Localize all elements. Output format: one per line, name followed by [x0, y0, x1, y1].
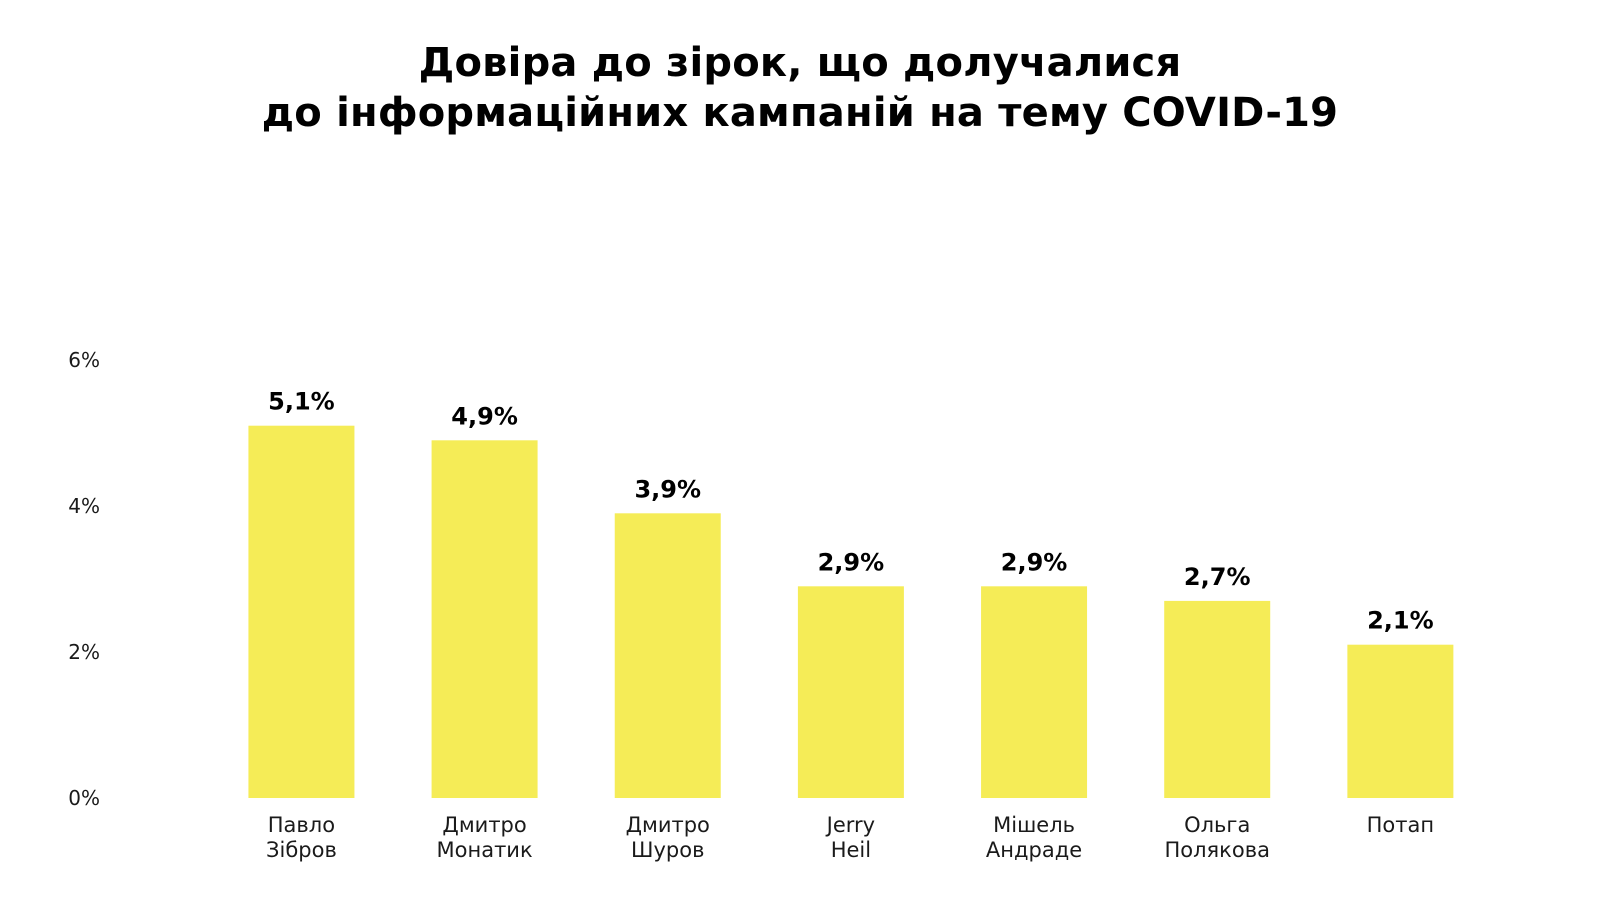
y-axis: 0% 2% 4% 6%: [68, 348, 100, 810]
bar-value-label: 2,7%: [1184, 563, 1251, 591]
value-labels-group: 5,1% 4,9% 3,9% 2,9% 2,9% 2,7% 2,1%: [268, 388, 1434, 635]
chart-title-line-1: Довіра до зірок, що долучалися: [418, 40, 1182, 86]
x-category-label: Дмитро: [442, 813, 526, 837]
x-category-label: Heil: [831, 838, 871, 862]
x-axis: ПавлоЗібровДмитроМонатикДмитроШуровJerry…: [266, 813, 1434, 862]
x-category-label: Зібров: [266, 838, 337, 862]
bar: [431, 440, 538, 798]
x-category-label: Дмитро: [626, 813, 710, 837]
bar-value-label: 5,1%: [268, 388, 335, 416]
bar: [981, 586, 1088, 798]
x-category-label: Монатик: [437, 838, 533, 862]
bar-value-label: 4,9%: [451, 402, 518, 430]
bar: [614, 513, 721, 798]
chart-title-line-2: до інформаційних кампаній на тему COVID-…: [261, 90, 1339, 136]
bar: [248, 425, 355, 798]
x-category-label: Павло: [268, 813, 335, 837]
x-category-label: Андраде: [986, 838, 1082, 862]
bar: [797, 586, 904, 798]
chart-title: Довіра до зірок, що долучалися до інформ…: [0, 38, 1600, 138]
bar-value-label: 2,9%: [1001, 548, 1068, 576]
x-category-label: Потап: [1367, 813, 1434, 837]
bar-value-label: 3,9%: [634, 475, 701, 503]
x-category-label: Jerry: [825, 813, 875, 837]
bars-group: [248, 425, 1454, 798]
x-category-label: Шуров: [631, 838, 704, 862]
x-category-label: Полякова: [1164, 838, 1269, 862]
x-category-label: Мішель: [993, 813, 1075, 837]
bar: [1164, 600, 1271, 798]
y-tick-label: 2%: [68, 640, 100, 664]
y-tick-label: 4%: [68, 494, 100, 518]
y-tick-label: 0%: [68, 786, 100, 810]
bar: [1347, 644, 1454, 798]
x-category-label: Ольга: [1184, 813, 1250, 837]
bar-value-label: 2,1%: [1367, 607, 1434, 635]
bar-value-label: 2,9%: [818, 548, 885, 576]
y-tick-label: 6%: [68, 348, 100, 372]
